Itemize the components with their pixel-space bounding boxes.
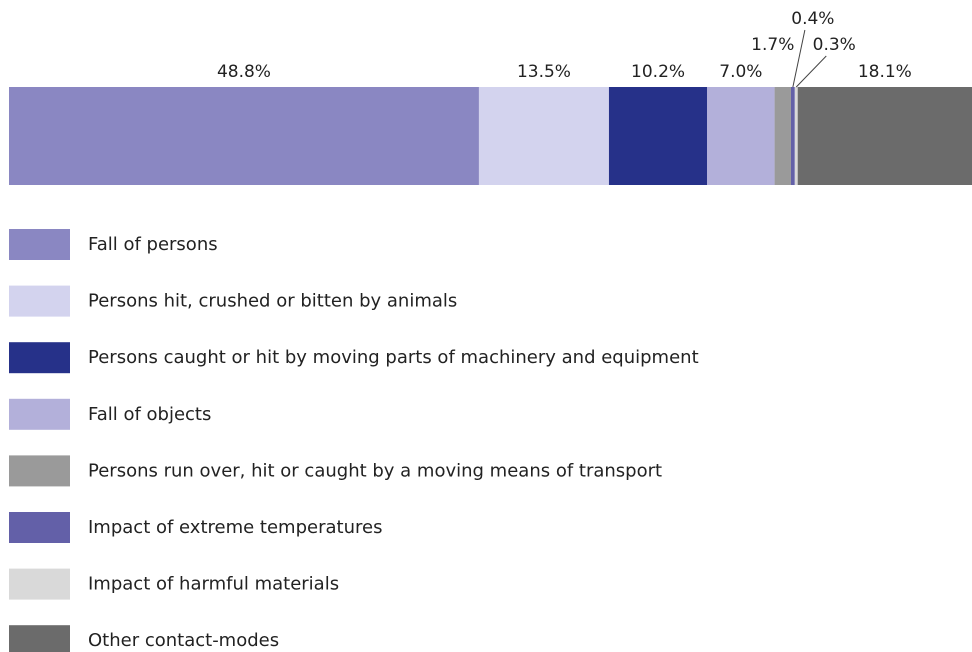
bar-segment xyxy=(794,87,798,185)
legend-swatch xyxy=(9,229,70,260)
bar-segment xyxy=(774,87,791,185)
value-label: 13.5% xyxy=(517,62,571,82)
value-label: 1.7% xyxy=(751,35,794,55)
bar-segment xyxy=(608,87,708,185)
leader-line xyxy=(792,29,806,88)
legend-label: Persons hit, crushed or bitten by animal… xyxy=(88,291,457,312)
value-label: 48.8% xyxy=(217,62,271,82)
legend-swatch xyxy=(9,285,70,317)
legend-swatch xyxy=(9,398,70,430)
legend-label: Persons caught or hit by moving parts of… xyxy=(88,347,699,368)
legend-swatch xyxy=(9,512,70,543)
legend-label: Persons run over, hit or caught by a mov… xyxy=(88,460,662,481)
bar-segment xyxy=(797,87,972,185)
bar-segment xyxy=(478,87,609,185)
legend-label: Fall of objects xyxy=(88,404,211,425)
legend-label: Impact of harmful materials xyxy=(88,574,339,595)
legend-swatch xyxy=(9,568,70,600)
legend-label: Fall of persons xyxy=(88,234,218,255)
value-label: 7.0% xyxy=(719,62,762,82)
value-label: 0.4% xyxy=(791,9,834,29)
legend-swatch xyxy=(9,625,70,652)
bar-segment xyxy=(9,87,479,185)
legend-label: Impact of extreme temperatures xyxy=(88,517,382,538)
leader-line xyxy=(795,55,827,88)
legend-swatch xyxy=(9,455,70,487)
value-label: 18.1% xyxy=(858,62,912,82)
legend-label: Other contact-modes xyxy=(88,630,279,651)
value-label: 10.2% xyxy=(631,62,685,82)
bar-segment xyxy=(790,87,795,185)
value-label: 0.3% xyxy=(813,35,856,55)
bar-segment xyxy=(707,87,775,185)
legend-swatch xyxy=(9,342,70,374)
